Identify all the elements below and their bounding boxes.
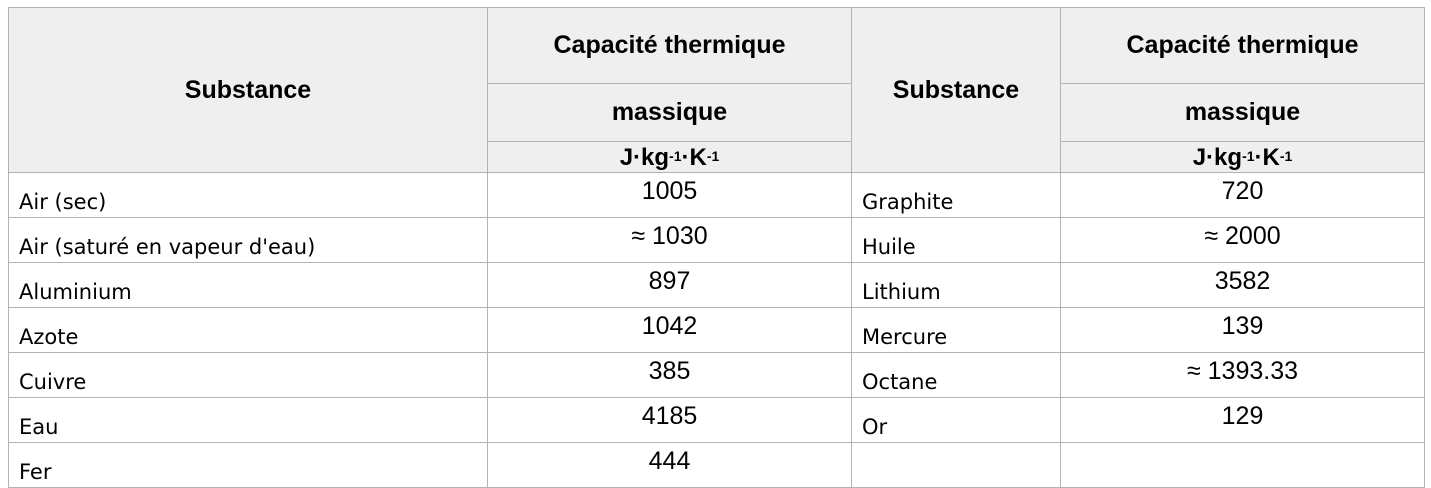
- left-value-cell: 444: [487, 442, 852, 488]
- header-capacity-left-line1: Capacité thermique: [487, 7, 852, 84]
- header-row-2: massique massique: [9, 83, 1425, 142]
- unit-exponent: -1: [669, 148, 682, 164]
- unit-base: J·kg: [1192, 144, 1243, 171]
- right-substance-cell: Octane: [851, 352, 1061, 398]
- left-substance-cell: Air (saturé en vapeur d'eau): [8, 217, 488, 263]
- unit-exponent: -1: [706, 148, 720, 164]
- unit-kelvin: ·K: [681, 144, 707, 171]
- right-substance-cell: [851, 442, 1061, 488]
- left-value-cell: 1005: [487, 172, 852, 218]
- right-value-cell: ≈ 1393.33: [1060, 352, 1425, 398]
- table-row: Cuivre 385 Octane ≈ 1393.33: [8, 352, 1425, 398]
- unit-exponent: -1: [1279, 148, 1293, 164]
- table-row: Aluminium 897 Lithium 3582: [8, 262, 1425, 308]
- right-substance-cell: Graphite: [851, 172, 1061, 218]
- table-row: Air (saturé en vapeur d'eau) ≈ 1030 Huile ≈…: [8, 217, 1425, 263]
- heat-capacity-table: Substance Capacité thermique Substance C…: [8, 7, 1425, 488]
- right-value-cell: 720: [1060, 172, 1425, 218]
- left-value-cell: ≈ 1030: [487, 217, 852, 263]
- table-row: Azote 1042 Mercure 139: [8, 307, 1425, 353]
- header-capacity-right-line1: Capacité thermique: [1060, 7, 1425, 84]
- left-value-cell: 1042: [487, 307, 852, 353]
- right-value-cell: 139: [1060, 307, 1425, 353]
- right-substance-cell: Huile: [851, 217, 1061, 263]
- header-row-1: Substance Capacité thermique Substance C…: [8, 7, 1425, 173]
- header-capacity-right-line2: massique: [1060, 83, 1425, 142]
- unit-kelvin: ·K: [1254, 144, 1280, 171]
- header-substance-left: Substance: [8, 7, 488, 173]
- right-value-cell: [1060, 442, 1425, 488]
- left-substance-cell: Azote: [8, 307, 488, 353]
- table-row: Eau 4185 Or 129: [8, 397, 1425, 443]
- unit-base: J·kg: [619, 144, 670, 171]
- right-substance-cell: Lithium: [851, 262, 1061, 308]
- left-substance-cell: Fer: [8, 442, 488, 488]
- header-substance-right: Substance: [851, 7, 1061, 173]
- right-value-cell: 3582: [1060, 262, 1425, 308]
- left-value-cell: 897: [487, 262, 852, 308]
- table-row: Air (sec) 1005 Graphite 720: [8, 172, 1425, 218]
- left-substance-cell: Air (sec): [8, 172, 488, 218]
- table-row: Fer 444: [8, 442, 1425, 488]
- left-substance-cell: Cuivre: [8, 352, 488, 398]
- header-unit-right: J·kg-1·K-1: [1060, 141, 1425, 173]
- unit-exponent: -1: [1242, 148, 1255, 164]
- left-value-cell: 4185: [487, 397, 852, 443]
- right-substance-cell: Or: [851, 397, 1061, 443]
- header-unit-left: J·kg-1·K-1: [487, 141, 852, 173]
- right-value-cell: ≈ 2000: [1060, 217, 1425, 263]
- right-substance-cell: Mercure: [851, 307, 1061, 353]
- left-substance-cell: Eau: [8, 397, 488, 443]
- header-capacity-left-line2: massique: [487, 83, 852, 142]
- right-value-cell: 129: [1060, 397, 1425, 443]
- left-substance-cell: Aluminium: [8, 262, 488, 308]
- left-value-cell: 385: [487, 352, 852, 398]
